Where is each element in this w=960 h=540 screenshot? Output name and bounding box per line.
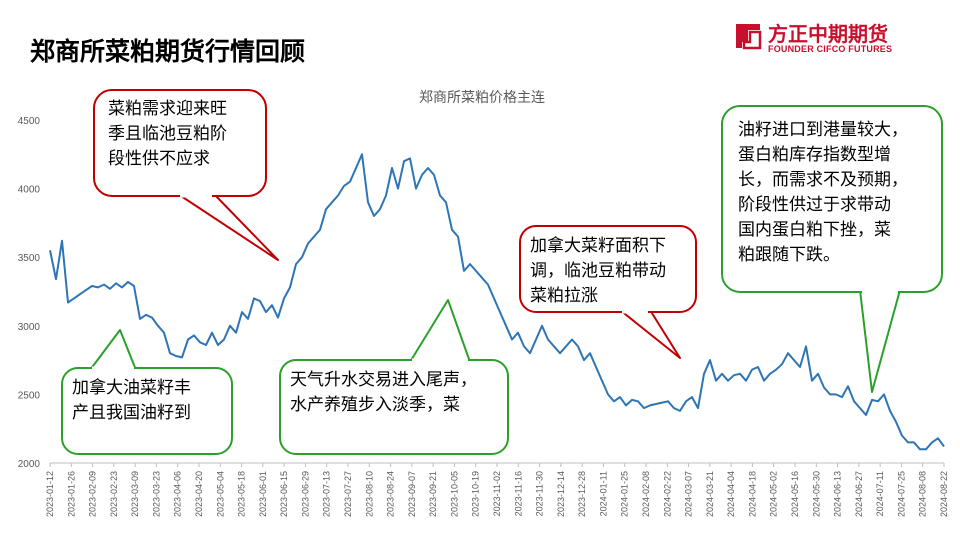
x-tick-label: 2024-08-08 [918, 471, 928, 517]
x-tick-label: 2023-01-12 [45, 471, 55, 517]
annotation-bubble [93, 89, 279, 261]
annotation-bubble [721, 105, 943, 393]
x-tick-label: 2024-04-04 [726, 471, 736, 517]
annotation-line: 菜粕需求迎来旺 [108, 99, 227, 119]
x-tick-label: 2023-11-16 [513, 471, 523, 516]
x-tick-label: 2023-11-30 [535, 471, 545, 516]
x-tick-label: 2024-05-16 [790, 471, 800, 517]
annotation-pointer [859, 289, 901, 393]
annotation-box [721, 105, 943, 293]
annotation-line: 水产养殖步入淡季，菜 [290, 395, 460, 415]
x-tick-label: 2023-10-05 [449, 471, 459, 517]
annotation-bubble [279, 299, 509, 455]
x-tick-label: 2024-01-11 [598, 471, 608, 516]
x-tick-label: 2024-02-22 [662, 471, 672, 517]
annotation-line: 天气升水交易进入尾声， [290, 370, 477, 390]
annotation-text: 加拿大油菜籽丰 产且我国油籽到 [72, 376, 191, 426]
x-tick-label: 2023-06-01 [258, 471, 268, 517]
x-tick-label: 2023-03-23 [151, 471, 161, 517]
x-tick-label: 2023-03-09 [130, 471, 140, 517]
x-tick-label: 2024-06-13 [833, 471, 843, 517]
annotation-line: 蛋白粕库存指数型增 [738, 145, 891, 165]
y-tick-label: 3500 [18, 253, 41, 264]
annotation-line: 调，临池豆粕带动 [530, 261, 666, 281]
annotation-text: 菜粕需求迎来旺 季且临池豆粕阶 段性供不应求 [108, 97, 227, 172]
x-tick-label: 2023-10-19 [471, 471, 481, 517]
x-tick-label: 2024-02-08 [641, 471, 651, 517]
x-tick-label: 2024-04-18 [747, 471, 757, 517]
annotation-box [61, 367, 233, 455]
x-tick-label: 2023-11-02 [492, 471, 502, 516]
brand-name-en: FOUNDER CIFCO FUTURES [768, 44, 893, 54]
y-tick-label: 2500 [18, 390, 41, 401]
x-tick-label: 2024-03-21 [705, 471, 715, 517]
annotation-pointer [409, 299, 471, 363]
x-tick-label: 2024-07-11 [875, 471, 885, 516]
x-tick-label: 2023-12-14 [556, 471, 566, 517]
x-tick-label: 2024-05-02 [769, 471, 779, 517]
brand-logo: 方正中期期货 FOUNDER CIFCO FUTURES [732, 18, 932, 58]
x-tick-label: 2023-06-15 [279, 471, 289, 517]
annotation-line: 产且我国油籽到 [72, 403, 191, 423]
chart-title: 郑商所菜粕价格主连 [419, 90, 545, 106]
annotation-line: 国内蛋白粕下挫，菜 [738, 220, 891, 240]
annotation-line: 季且临池豆粕阶 [108, 124, 227, 144]
x-tick-label: 2023-02-09 [88, 471, 98, 517]
x-tick-label: 2024-07-25 [896, 471, 906, 517]
page-title: 郑商所菜粕期货行情回顾 [30, 37, 306, 66]
annotation-bubble [61, 329, 233, 455]
annotation-line: 菜粕拉涨 [530, 286, 598, 306]
annotation-line: 段性供不应求 [108, 149, 210, 169]
x-tick-label: 2023-02-23 [109, 471, 119, 517]
x-tick-label: 2024-05-30 [811, 471, 821, 517]
annotation-line: 阶段性供过于求带动 [738, 195, 891, 215]
x-tick-label: 2023-09-21 [428, 471, 438, 517]
x-tick-label: 2024-08-22 [939, 471, 949, 517]
x-tick-label: 2023-05-04 [215, 471, 225, 517]
x-tick-label: 2023-08-10 [364, 471, 374, 517]
x-tick-label: 2023-07-27 [343, 471, 353, 517]
annotation-pointer [619, 309, 681, 359]
founder-logo-icon [736, 24, 762, 50]
x-tick-label: 2024-06-27 [854, 471, 864, 517]
x-tick-label: 2023-04-06 [173, 471, 183, 517]
annotation-line: 加拿大菜籽面积下 [530, 236, 666, 256]
x-tick-label: 2023-08-24 [386, 471, 396, 517]
price-series-line [49, 153, 945, 451]
annotation-box [519, 225, 697, 313]
x-tick-label: 2023-01-26 [66, 471, 76, 517]
annotation-line: 长，而需求不及预期， [738, 170, 908, 190]
x-tick-label: 2023-12-28 [577, 471, 587, 517]
x-tick-label: 2023-05-18 [237, 471, 247, 517]
annotation-line: 粕跟随下跌。 [738, 245, 840, 265]
annotation-box [279, 359, 509, 455]
annotation-line: 加拿大油菜籽丰 [72, 378, 191, 398]
annotation-text: 天气升水交易进入尾声， 水产养殖步入淡季，菜 [290, 368, 477, 418]
annotation-bubble [519, 225, 697, 359]
x-tick-label: 2024-01-25 [620, 471, 630, 517]
annotation-text: 加拿大菜籽面积下 调，临池豆粕带动 菜粕拉涨 [530, 234, 666, 309]
y-tick-label: 3000 [18, 322, 41, 333]
y-tick-label: 4500 [18, 116, 41, 127]
annotation-line: 油籽进口到港量较大， [738, 120, 908, 140]
x-tick-label: 2024-03-07 [684, 471, 694, 517]
x-tick-label: 2023-07-13 [322, 471, 332, 517]
brand-name-cn: 方正中期期货 [768, 22, 888, 46]
y-tick-label: 4000 [18, 185, 41, 196]
annotation-text: 油籽进口到港量较大， 蛋白粕库存指数型增 长，而需求不及预期， 阶段性供过于求带动 国内… [738, 118, 908, 268]
annotation-pointer [89, 329, 137, 371]
x-tick-label: 2023-04-20 [194, 471, 204, 517]
x-tick-label: 2023-06-29 [300, 471, 310, 517]
annotation-pointer [177, 193, 279, 261]
x-tick-label: 2023-09-07 [407, 471, 417, 517]
y-tick-label: 2000 [18, 459, 41, 470]
